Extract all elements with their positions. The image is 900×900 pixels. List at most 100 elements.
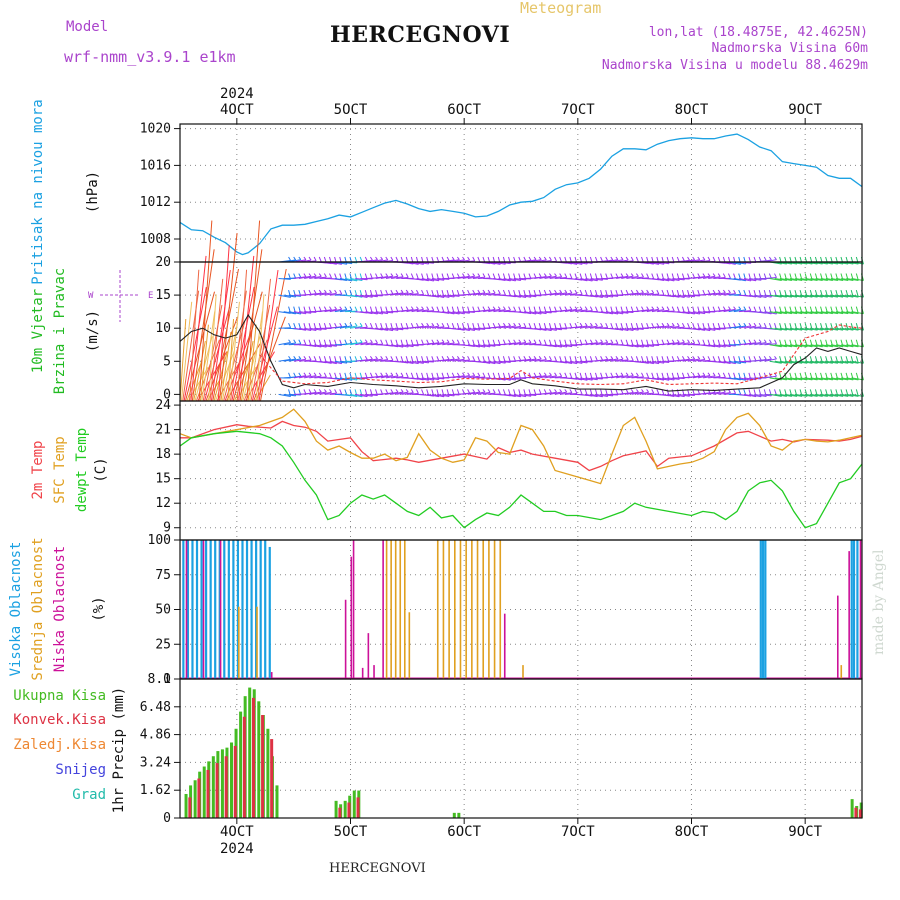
wind-barb	[631, 344, 644, 348]
wind-barb	[304, 375, 317, 379]
wind-barb	[426, 294, 439, 298]
wind-barb	[584, 339, 588, 345]
x-tick-label-top: 9OCT	[788, 102, 822, 118]
wind-barb	[738, 377, 752, 381]
wind-barb	[380, 311, 393, 314]
wind-barb	[718, 392, 731, 395]
wind-barb	[518, 294, 532, 298]
wind-barb	[677, 393, 690, 397]
wind-barb	[451, 323, 455, 329]
wind-barb	[405, 389, 409, 393]
cloud-bar	[454, 540, 456, 679]
cloud-bar	[488, 540, 490, 679]
wind-barb	[800, 327, 813, 331]
wind-barb	[697, 374, 711, 379]
model-altitude-label: Nadmorska Visina u modelu 88.4629m	[601, 58, 868, 73]
wind-barb	[733, 377, 746, 381]
wind-barb	[661, 322, 665, 327]
wind-barb	[349, 306, 353, 311]
wind-barb	[789, 377, 803, 381]
wind-barb	[728, 308, 741, 313]
temp-unit: (C)	[93, 457, 109, 482]
wind-barb	[774, 393, 787, 397]
wind-barb	[579, 289, 583, 295]
wind-barb	[344, 322, 348, 327]
wind-barb	[815, 360, 828, 364]
wind-barb	[825, 278, 838, 282]
cloud-unit: (%)	[91, 596, 107, 621]
wind-barb	[416, 309, 429, 313]
cloud-bar	[186, 540, 190, 679]
wind-barb	[635, 256, 639, 263]
wind-barb	[795, 327, 808, 331]
wind-barb	[549, 376, 562, 379]
wind-barb	[462, 372, 465, 376]
wind-barb	[692, 355, 696, 360]
wind-barb	[298, 339, 302, 345]
wind-barb	[426, 278, 439, 282]
wind-barb	[524, 294, 537, 298]
wind-barb	[687, 339, 690, 343]
lonlat-label: lon,lat (18.4875E, 42.4625N)	[648, 25, 868, 40]
wind-barb	[662, 342, 675, 346]
cloud-bar	[859, 540, 862, 679]
wind-barb	[231, 286, 255, 402]
wind-barb	[846, 393, 859, 397]
wind-barb	[298, 355, 302, 360]
wind-barb	[610, 276, 624, 280]
wind-barb	[344, 325, 358, 329]
cloud-bar	[390, 540, 392, 679]
wind-barb	[728, 377, 741, 381]
wind-barb	[380, 355, 384, 360]
wind-barb	[815, 278, 828, 282]
wind-barb	[846, 377, 859, 381]
wind-barb	[497, 322, 501, 327]
wind-barb	[395, 356, 399, 362]
wind-barb	[758, 356, 762, 361]
wind-barb	[681, 356, 685, 360]
wind-barb	[421, 289, 425, 295]
wind-barb	[784, 393, 798, 397]
wind-barb	[482, 273, 486, 278]
wind-barb	[692, 375, 705, 379]
x-tick-label-bottom: 7OCT	[561, 824, 595, 840]
cloud-label-low: Niska Oblacnost	[52, 546, 68, 672]
wind-barb	[364, 356, 368, 360]
wind-barb	[810, 360, 823, 364]
wind-barb	[779, 311, 792, 315]
wind-barb	[278, 393, 291, 397]
wind-barb	[621, 375, 634, 379]
wind-barb	[251, 306, 278, 402]
wind-barb	[523, 356, 527, 360]
wind-barb	[641, 308, 654, 313]
y-tick-label: 75	[155, 568, 171, 583]
x-tick-label-bottom: 5OCT	[334, 824, 368, 840]
wind-barb	[365, 358, 378, 362]
wind-barbs	[179, 220, 864, 402]
wind-barb	[820, 311, 833, 315]
wind-barb	[538, 273, 542, 278]
wind-barb	[405, 273, 409, 278]
wind-barb	[329, 293, 342, 296]
wind-barb	[406, 344, 419, 347]
wind-barb	[830, 327, 844, 331]
wind-barb	[533, 256, 537, 261]
wind-barb	[544, 391, 557, 395]
wind-barb	[621, 344, 634, 347]
wind-barb	[324, 392, 337, 395]
wind-barb	[213, 351, 228, 402]
wind-barb	[529, 327, 542, 331]
wind-barb	[426, 342, 439, 346]
wind-barb	[805, 327, 818, 331]
wind-barb	[467, 356, 471, 361]
panel-precip: 0 1.62 3.24 4.86 6.48 8.1	[140, 672, 862, 826]
wind-barb	[595, 322, 598, 327]
wind-barb	[589, 322, 593, 327]
wind-barb	[400, 389, 404, 393]
wind-barb	[605, 322, 609, 328]
wind-barb	[360, 342, 373, 346]
wind-barb	[359, 306, 363, 313]
wind-barb	[334, 306, 338, 310]
wind-barb	[600, 322, 604, 328]
